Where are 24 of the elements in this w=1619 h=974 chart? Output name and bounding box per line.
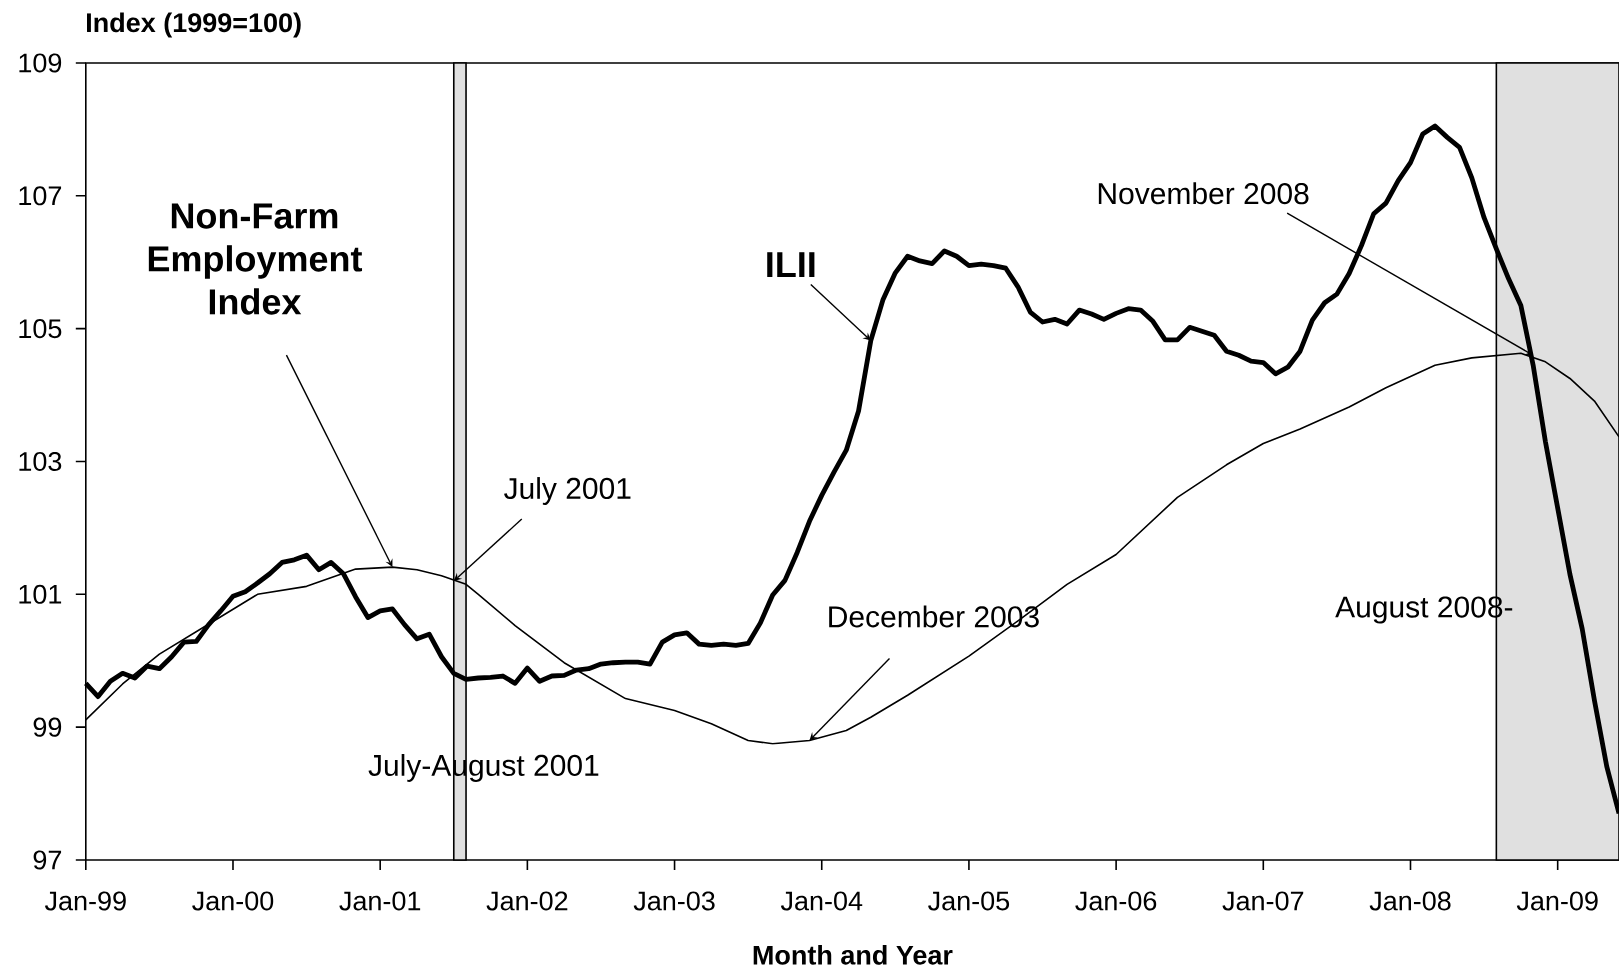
y-tick-label: 97 xyxy=(33,850,62,870)
y-tick-label: 107 xyxy=(19,186,62,206)
y-tick-label: 103 xyxy=(19,451,62,472)
x-tick-label: Jan-00 xyxy=(192,891,274,911)
y-tick-label: 99 xyxy=(33,717,62,737)
y-tick-label: 105 xyxy=(19,319,62,339)
y-axis-title: Index (1999=100) xyxy=(87,12,301,38)
annotation: July 2001 xyxy=(504,477,631,505)
x-tick-label: Jan-03 xyxy=(633,891,715,911)
x-tick-label: Jan-02 xyxy=(486,891,568,911)
annotation: November 2008 xyxy=(1098,182,1309,205)
x-axis-title: Month and Year xyxy=(753,944,953,965)
x-tick-label: Jan-05 xyxy=(928,891,1010,911)
x-tick-label: Jan-01 xyxy=(339,891,421,911)
legend-label: Non-Farm Employment Index xyxy=(148,203,363,315)
text: ILII xyxy=(767,252,815,277)
x-tick-label: Jan-04 xyxy=(780,891,863,911)
y-tick-label: 109 xyxy=(19,53,62,73)
y-tick-label: 101 xyxy=(19,584,62,604)
x-tick-label: Jan-09 xyxy=(1516,891,1598,911)
x-tick-label: Jan-99 xyxy=(44,891,126,911)
x-tick-label: Jan-07 xyxy=(1222,891,1304,911)
x-tick-label: Jan-06 xyxy=(1075,891,1157,911)
x-tick-label: Jan-08 xyxy=(1369,891,1451,911)
